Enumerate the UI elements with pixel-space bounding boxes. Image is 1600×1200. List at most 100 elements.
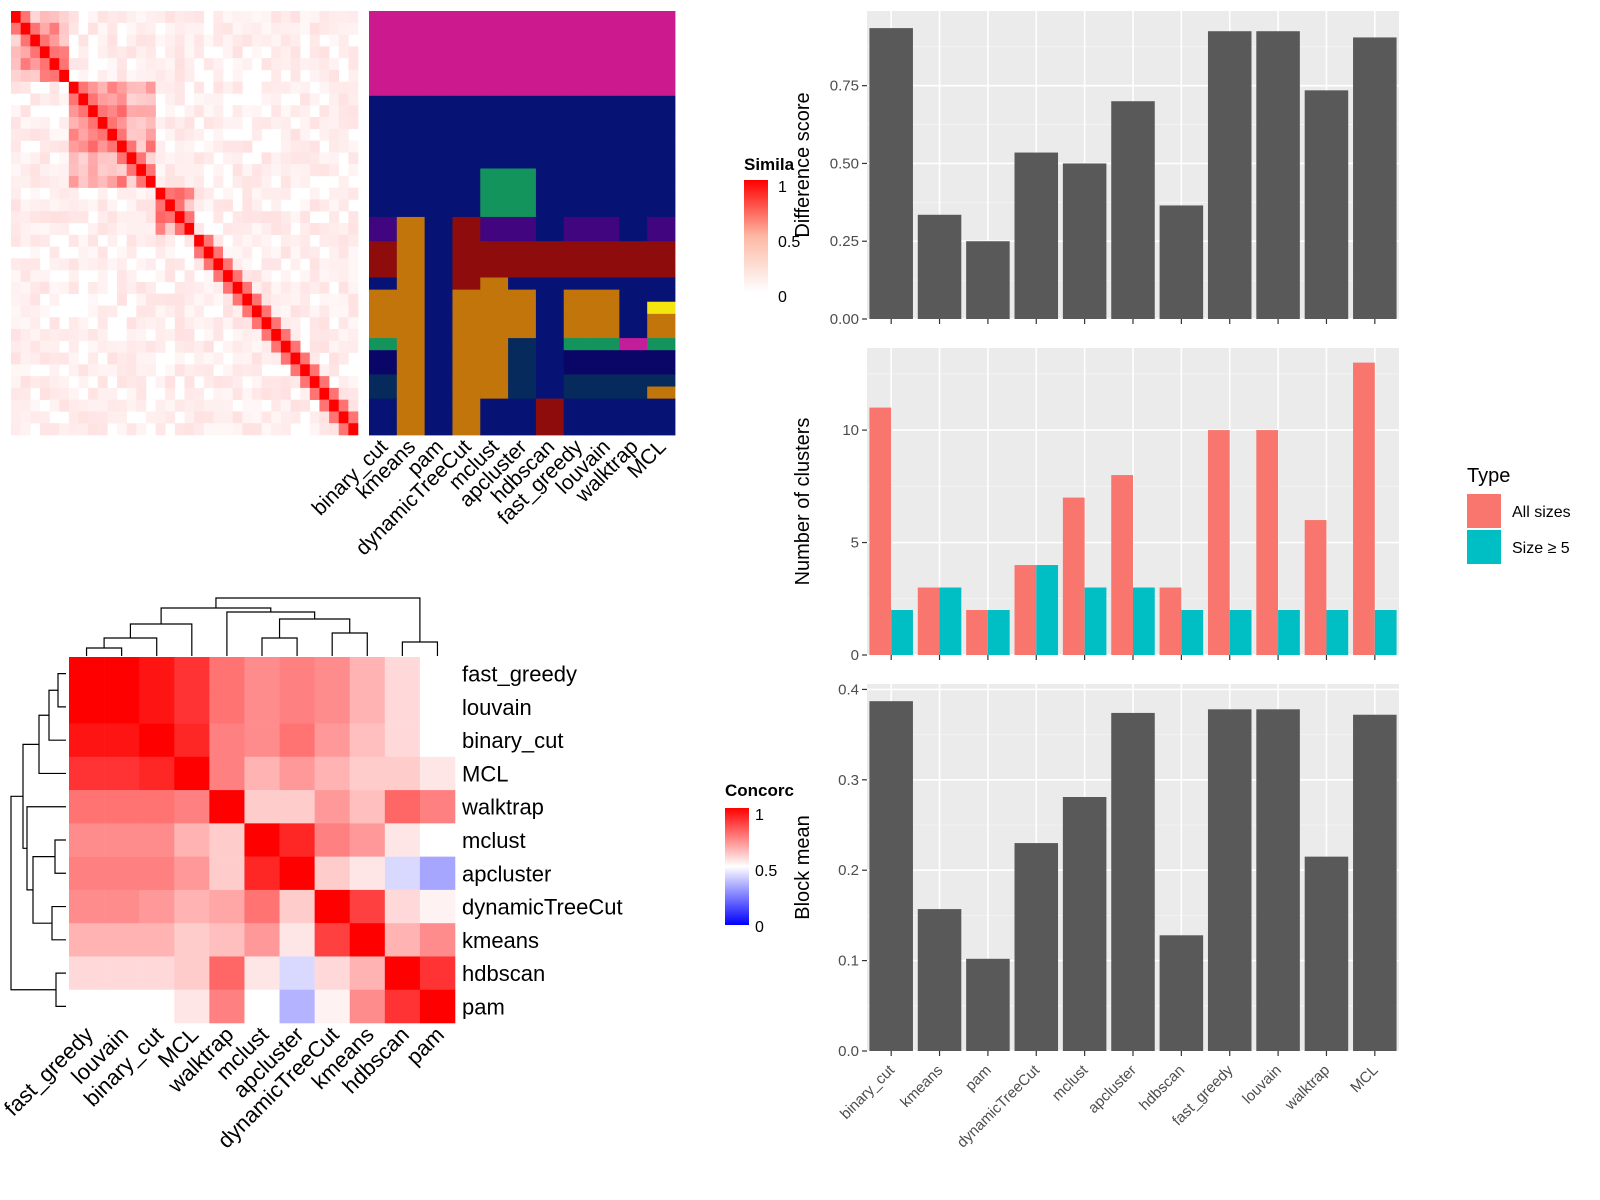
cluster-block [563,95,592,109]
similarity-cell [319,22,330,35]
similarity-cell [280,11,291,24]
similarity-cell [30,93,41,106]
similarity-cell [174,329,185,342]
similarity-cell [145,140,156,153]
similarity-cell [97,387,108,400]
concordance-cell [244,657,280,691]
similarity-cell [251,128,262,141]
similarity-cell [348,387,359,400]
similarity-cell [49,423,60,436]
bar [1181,610,1204,655]
cluster-block [535,132,565,145]
cluster-block [480,241,509,254]
bar [1304,520,1327,655]
similarity-cell [11,187,21,200]
similarity-cell [290,234,301,247]
similarity-cell [174,199,185,212]
y-tick-label: 5 [851,535,859,552]
similarity-cell [280,246,291,259]
similarity-cell [309,69,320,82]
cluster-block [647,156,676,169]
similarity-cell [251,340,262,353]
similarity-cell [68,329,79,342]
similarity-cell [59,69,70,82]
similarity-cell [348,317,359,330]
similarity-cell [319,258,330,271]
similarity-cell [280,423,291,436]
similarity-cell [242,34,253,47]
similarity-cell [78,140,89,153]
cluster-block [424,398,453,412]
dendrogram-branch [54,839,66,874]
similarity-cell [194,399,205,412]
similarity-cell [78,258,89,271]
similarity-cell [232,117,243,130]
similarity-cell [145,293,156,306]
similarity-cell [184,164,195,177]
cluster-block [535,338,565,351]
concordance-cell [419,657,456,691]
similarity-cell [280,81,291,94]
similarity-cell [117,187,127,200]
similarity-cell [20,211,31,224]
similarity-cell [145,34,156,47]
concordance-cell [279,989,315,1024]
cluster-block [563,47,592,60]
type-legend-title: Type [1467,465,1510,487]
cluster-block [452,35,481,48]
similarity-cell [20,305,31,318]
similarity-cell [280,34,291,47]
cluster-block [480,350,509,363]
cluster-block [396,253,426,266]
concordance-cell [384,823,421,857]
cluster-block [508,59,537,72]
similarity-cell [184,317,195,330]
cluster-block [480,374,509,387]
similarity-cell [309,117,320,130]
cluster-block [396,338,426,351]
similarity-cell [203,187,214,200]
similarity-cell [348,234,359,247]
bar [869,701,913,1051]
similarity-cell [309,305,320,318]
similarity-cell [242,211,253,224]
cluster-block [591,277,620,291]
cluster-block [424,289,453,303]
cluster-block [563,168,592,181]
similarity-cell [145,22,156,35]
similarity-cell [155,11,166,24]
bar [1353,714,1397,1051]
similarity-cell [242,329,253,342]
bar [966,958,1010,1051]
similarity-cell [280,270,291,283]
similarity-cell [261,164,272,177]
similarity-cell [20,34,31,47]
cluster-block [369,168,398,181]
similarity-cell [319,376,330,389]
cluster-block [424,204,453,218]
similarity-cell [11,399,21,412]
similarity-cell [242,352,253,365]
y-tick-label: 0.25 [830,233,859,250]
cluster-block [563,362,592,375]
cluster-block [480,71,509,85]
similarity-cell [261,93,272,106]
similarity-cell [251,270,262,283]
similarity-cell [184,281,195,294]
similarity-cell [30,352,41,365]
similarity-legend-title: Simila [744,155,795,174]
similarity-cell [338,34,349,47]
concordance-cell [349,856,386,891]
similarity-cell [11,270,21,283]
bar [1036,565,1059,655]
similarity-cell [126,387,137,400]
similarity-cell [271,93,282,106]
concordance-cell [69,723,105,758]
cluster-block [591,47,620,60]
cluster-block [619,11,648,24]
similarity-cell [136,81,147,94]
similarity-cell [319,270,330,283]
similarity-cell [309,317,320,330]
similarity-cell [20,364,31,377]
similarity-cell [271,211,282,224]
